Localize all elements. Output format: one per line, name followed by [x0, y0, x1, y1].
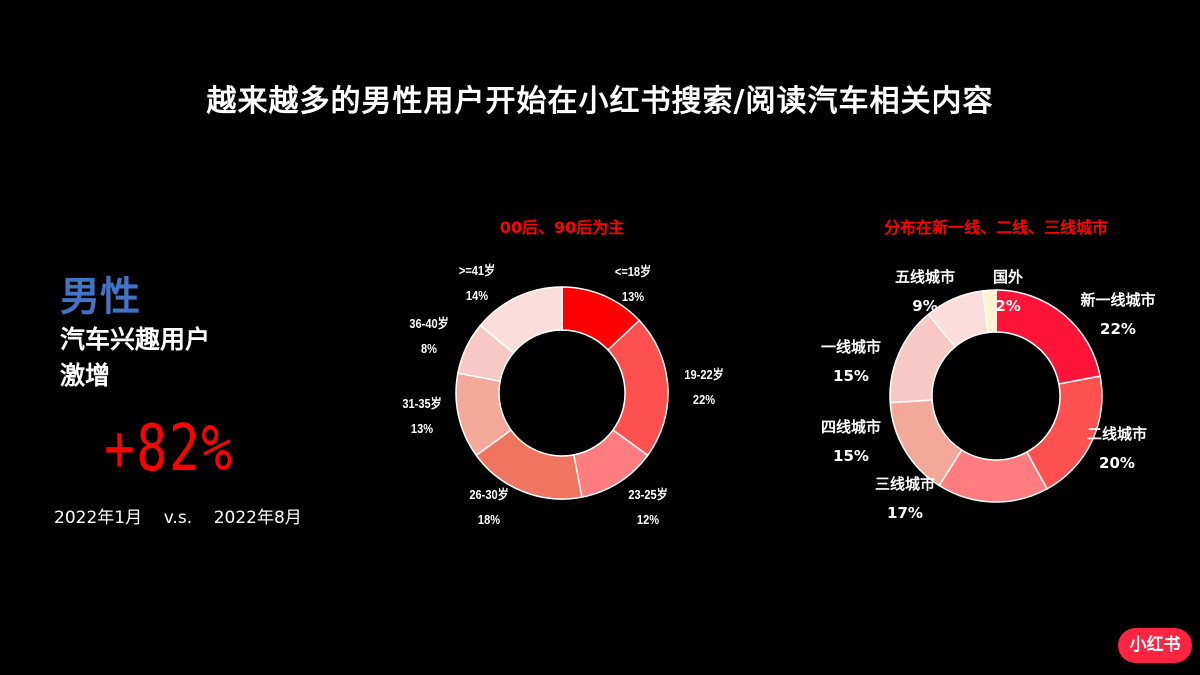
city-percent-label: 9%	[912, 297, 938, 315]
age-percent-label: 13%	[410, 421, 434, 436]
city-data-label: 新一线城市 22%	[1080, 293, 1155, 337]
city-data-label: 三线城市 17%	[875, 477, 935, 521]
city-percent-label: 17%	[887, 504, 923, 522]
city-data-label: 一线城市 15%	[821, 340, 881, 384]
age-category-label: 31-35岁	[402, 396, 442, 411]
city-category-label: 三线城市	[874, 475, 936, 493]
city-percent-label: 15%	[833, 447, 869, 465]
age-category-label: 19-22岁	[684, 367, 724, 382]
city-category-label: 五线城市	[894, 268, 956, 286]
city-data-label: 五线城市 9%	[895, 270, 955, 314]
city-category-label: 四线城市	[820, 418, 882, 436]
xiaohongshu-logo: 小红书	[1118, 628, 1192, 663]
age-chart-title: 00后、90后为主	[499, 218, 625, 237]
age-percent-label: 12%	[636, 512, 660, 527]
city-category-label: 新一线城市	[1080, 291, 1156, 309]
age-slice-6	[479, 286, 563, 354]
city-chart-title: 分布在新一线、二线、三线城市	[883, 218, 1108, 237]
interest-users-text: 汽车兴趣用户	[60, 325, 211, 354]
city-data-label: 二线城市 20%	[1087, 427, 1147, 471]
city-percent-label: 15%	[833, 367, 869, 385]
age-percent-label: 18%	[477, 512, 501, 527]
growth-value: +82%	[104, 412, 234, 486]
gender-heading: 男性	[60, 274, 140, 320]
age-percent-label: 22%	[692, 392, 716, 407]
page-title: 越来越多的男性用户开始在小红书搜索/阅读汽车相关内容	[206, 84, 994, 119]
city-data-label: 四线城市 15%	[821, 420, 881, 464]
city-category-label: 国外	[992, 268, 1024, 286]
city-percent-label: 22%	[1100, 320, 1136, 338]
age-category-label: <=18岁	[614, 264, 652, 279]
city-data-label: 国外 2%	[993, 270, 1023, 314]
age-percent-label: 14%	[465, 288, 489, 303]
age-data-label: <=18岁 13%	[615, 265, 651, 303]
age-category-label: >=41岁	[458, 263, 496, 278]
age-category-label: 26-30岁	[469, 487, 509, 502]
age-percent-label: 13%	[621, 289, 645, 304]
age-data-label: 36-40岁 8%	[409, 317, 448, 355]
comparison-period: 2022年1月 v.s. 2022年8月	[54, 508, 302, 528]
age-category-label: 36-40岁	[409, 316, 449, 331]
age-category-label: 23-25岁	[628, 487, 668, 502]
age-data-label: 23-25岁 12%	[628, 488, 667, 526]
age-percent-label: 8%	[421, 341, 437, 356]
city-percent-label: 20%	[1099, 454, 1135, 472]
city-percent-label: 2%	[995, 297, 1021, 315]
age-data-label: 19-22岁 22%	[684, 368, 723, 406]
city-category-label: 二线城市	[1086, 425, 1148, 443]
age-data-label: >=41岁 14%	[459, 264, 495, 302]
surge-text: 激增	[60, 361, 111, 390]
age-data-label: 26-30岁 18%	[469, 488, 508, 526]
age-data-label: 31-35岁 13%	[402, 397, 441, 435]
city-category-label: 一线城市	[820, 338, 882, 356]
city-slice-6	[981, 289, 997, 334]
